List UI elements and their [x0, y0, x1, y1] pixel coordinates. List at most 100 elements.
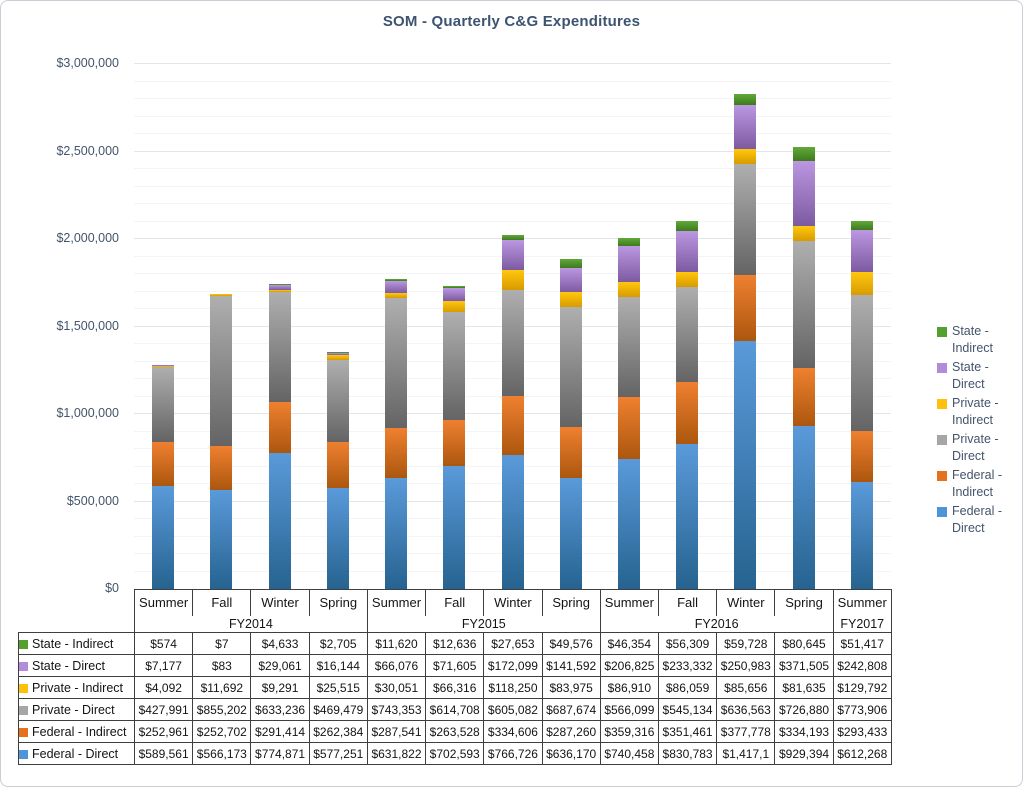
- value-cell[interactable]: $252,702: [192, 720, 252, 743]
- value-cell[interactable]: $80,645: [774, 632, 834, 655]
- value-cell[interactable]: $773,906: [832, 698, 892, 721]
- bar-segment-private-direct[interactable]: [559, 307, 582, 428]
- bar-segment-private-direct[interactable]: [210, 296, 233, 446]
- bar-segment-federal-direct[interactable]: [268, 453, 291, 589]
- value-cell[interactable]: $11,692: [192, 676, 252, 699]
- bar-segment-private-indirect[interactable]: [152, 365, 175, 367]
- quarter-header-cell[interactable]: Spring: [774, 589, 834, 616]
- bar-segment-federal-direct[interactable]: [443, 466, 466, 589]
- value-cell[interactable]: $12,636: [425, 632, 485, 655]
- value-cell[interactable]: $743,353: [366, 698, 427, 721]
- value-cell[interactable]: $469,479: [308, 698, 368, 721]
- value-cell[interactable]: $81,635: [774, 676, 834, 699]
- value-cell[interactable]: $11,620: [366, 632, 427, 655]
- bar-segment-state-indirect[interactable]: [734, 94, 757, 105]
- bar-segment-private-indirect[interactable]: [501, 269, 524, 291]
- legend-item-private-indirect[interactable]: Private - Indirect: [937, 395, 1019, 429]
- bar-segment-federal-direct[interactable]: [559, 477, 582, 589]
- value-cell[interactable]: $614,708: [425, 698, 485, 721]
- quarter-header-cell[interactable]: Spring: [308, 589, 368, 616]
- bar-segment-federal-indirect[interactable]: [443, 419, 466, 467]
- bar-segment-private-direct[interactable]: [385, 298, 408, 429]
- value-cell[interactable]: $766,726: [483, 742, 543, 765]
- value-cell[interactable]: $855,202: [192, 698, 252, 721]
- bar-segment-state-indirect[interactable]: [850, 220, 873, 230]
- value-cell[interactable]: $263,528: [425, 720, 485, 743]
- bar-segment-private-indirect[interactable]: [734, 148, 757, 164]
- bar-segment-state-indirect[interactable]: [676, 220, 699, 231]
- bar-segment-federal-indirect[interactable]: [559, 427, 582, 478]
- value-cell[interactable]: $233,332: [657, 654, 718, 677]
- bar-segment-private-indirect[interactable]: [268, 289, 291, 292]
- quarter-header-cell[interactable]: Summer: [366, 589, 427, 616]
- value-cell[interactable]: $4,092: [133, 676, 194, 699]
- bar-segment-private-direct[interactable]: [850, 295, 873, 431]
- bar-segment-federal-direct[interactable]: [210, 489, 233, 589]
- legend-item-federal-indirect[interactable]: Federal - Indirect: [937, 467, 1019, 501]
- fiscal-year-cell-fy2016[interactable]: FY2016: [599, 615, 834, 633]
- bar-segment-federal-indirect[interactable]: [152, 441, 175, 486]
- value-cell[interactable]: $589,561: [133, 742, 194, 765]
- bar-segment-federal-indirect[interactable]: [501, 396, 524, 455]
- value-cell[interactable]: $56,309: [657, 632, 718, 655]
- bar-segment-federal-indirect[interactable]: [676, 382, 699, 444]
- bar-segment-state-indirect[interactable]: [501, 234, 524, 240]
- bar-segment-state-direct[interactable]: [676, 230, 699, 272]
- bar-segment-state-indirect[interactable]: [385, 279, 408, 282]
- bar-segment-private-indirect[interactable]: [210, 294, 233, 297]
- bar-segment-state-direct[interactable]: [734, 104, 757, 149]
- bar-segment-private-direct[interactable]: [268, 291, 291, 403]
- value-cell[interactable]: $291,414: [250, 720, 310, 743]
- value-cell[interactable]: $351,461: [657, 720, 718, 743]
- quarter-header-cell[interactable]: Summer: [133, 589, 194, 616]
- bar-segment-federal-direct[interactable]: [617, 459, 640, 589]
- value-cell[interactable]: $334,606: [483, 720, 543, 743]
- value-cell[interactable]: $141,592: [541, 654, 601, 677]
- value-cell[interactable]: $359,316: [599, 720, 659, 743]
- bar-segment-state-direct[interactable]: [501, 239, 524, 270]
- bar-segment-federal-direct[interactable]: [734, 341, 757, 589]
- value-cell[interactable]: $86,059: [657, 676, 718, 699]
- value-cell[interactable]: $577,251: [308, 742, 368, 765]
- quarter-header-cell[interactable]: Summer: [832, 589, 892, 616]
- bar-segment-private-indirect[interactable]: [792, 226, 815, 241]
- value-cell[interactable]: $830,783: [657, 742, 718, 765]
- bar-segment-federal-direct[interactable]: [501, 454, 524, 589]
- bar-segment-private-indirect[interactable]: [850, 272, 873, 296]
- value-cell[interactable]: $83: [192, 654, 252, 677]
- value-cell[interactable]: $242,808: [832, 654, 892, 677]
- bar-segment-private-indirect[interactable]: [443, 300, 466, 313]
- fiscal-year-cell-fy2015[interactable]: FY2015: [366, 615, 601, 633]
- value-cell[interactable]: $7,177: [133, 654, 194, 677]
- bar-segment-state-direct[interactable]: [385, 281, 408, 293]
- value-cell[interactable]: $702,593: [425, 742, 485, 765]
- bar-segment-federal-direct[interactable]: [385, 478, 408, 589]
- bar-segment-federal-indirect[interactable]: [617, 396, 640, 460]
- fiscal-year-cell-fy2014[interactable]: FY2014: [134, 615, 368, 633]
- value-cell[interactable]: $172,099: [483, 654, 543, 677]
- value-cell[interactable]: $4,633: [250, 632, 310, 655]
- bar-segment-state-indirect[interactable]: [443, 286, 466, 289]
- bar-segment-federal-direct[interactable]: [676, 443, 699, 589]
- value-cell[interactable]: $66,316: [425, 676, 485, 699]
- quarter-header-cell[interactable]: Winter: [483, 589, 543, 616]
- value-cell[interactable]: $293,433: [832, 720, 892, 743]
- value-cell[interactable]: $726,880: [774, 698, 834, 721]
- value-cell[interactable]: $612,268: [832, 742, 892, 765]
- value-cell[interactable]: $51,417: [832, 632, 892, 655]
- value-cell[interactable]: $929,394: [774, 742, 834, 765]
- bar-segment-state-direct[interactable]: [792, 161, 815, 227]
- value-cell[interactable]: $334,193: [774, 720, 834, 743]
- value-cell[interactable]: $27,653: [483, 632, 543, 655]
- bar-segment-private-direct[interactable]: [443, 312, 466, 420]
- legend-item-state-indirect[interactable]: State - Indirect: [937, 323, 1019, 357]
- fiscal-year-cell-fy2017[interactable]: FY2017: [832, 615, 892, 633]
- bar-segment-state-indirect[interactable]: [559, 258, 582, 268]
- bar-segment-federal-indirect[interactable]: [210, 445, 233, 490]
- value-cell[interactable]: $636,170: [541, 742, 601, 765]
- bar-segment-federal-direct[interactable]: [850, 481, 873, 589]
- bar-segment-state-indirect[interactable]: [792, 147, 815, 162]
- value-cell[interactable]: $86,910: [599, 676, 659, 699]
- bar-segment-private-indirect[interactable]: [326, 355, 349, 360]
- bar-segment-federal-direct[interactable]: [792, 426, 815, 589]
